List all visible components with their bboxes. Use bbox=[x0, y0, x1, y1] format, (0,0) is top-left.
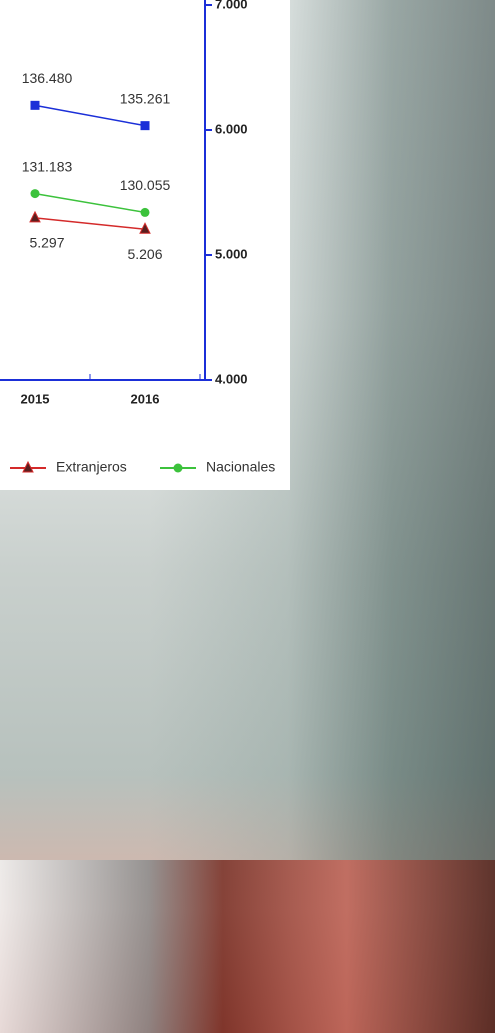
marker bbox=[31, 189, 40, 198]
data-label: 130.055 bbox=[120, 177, 171, 193]
background-crowd bbox=[0, 860, 495, 1033]
series-line bbox=[35, 194, 145, 213]
legend-label: Extranjeros bbox=[56, 459, 127, 475]
data-label: 135.261 bbox=[120, 90, 171, 106]
series-line bbox=[35, 218, 145, 229]
y2-tick-label: 4.000 bbox=[215, 371, 248, 386]
marker bbox=[174, 464, 183, 473]
marker bbox=[141, 121, 150, 130]
data-label: 136.480 bbox=[22, 70, 73, 86]
page: 4.000 5.000 6.000 7.000 2015 2016 136.480 135.2… bbox=[0, 0, 495, 1033]
data-label: 5.206 bbox=[127, 246, 162, 262]
data-label: 131.183 bbox=[22, 158, 73, 174]
marker bbox=[31, 101, 40, 110]
marker bbox=[141, 208, 150, 217]
x-tick-label: 2015 bbox=[21, 391, 50, 406]
chart: 4.000 5.000 6.000 7.000 2015 2016 136.480 135.2… bbox=[0, 0, 495, 500]
marker bbox=[30, 212, 40, 222]
x-tick-label: 2016 bbox=[131, 391, 160, 406]
y2-tick-label: 7.000 bbox=[215, 0, 248, 11]
y2-tick-label: 6.000 bbox=[215, 121, 248, 136]
data-label: 5.297 bbox=[29, 235, 64, 251]
legend-label: Nacionales bbox=[206, 459, 275, 475]
series-line bbox=[35, 105, 145, 125]
y2-tick-label: 5.000 bbox=[215, 246, 248, 261]
